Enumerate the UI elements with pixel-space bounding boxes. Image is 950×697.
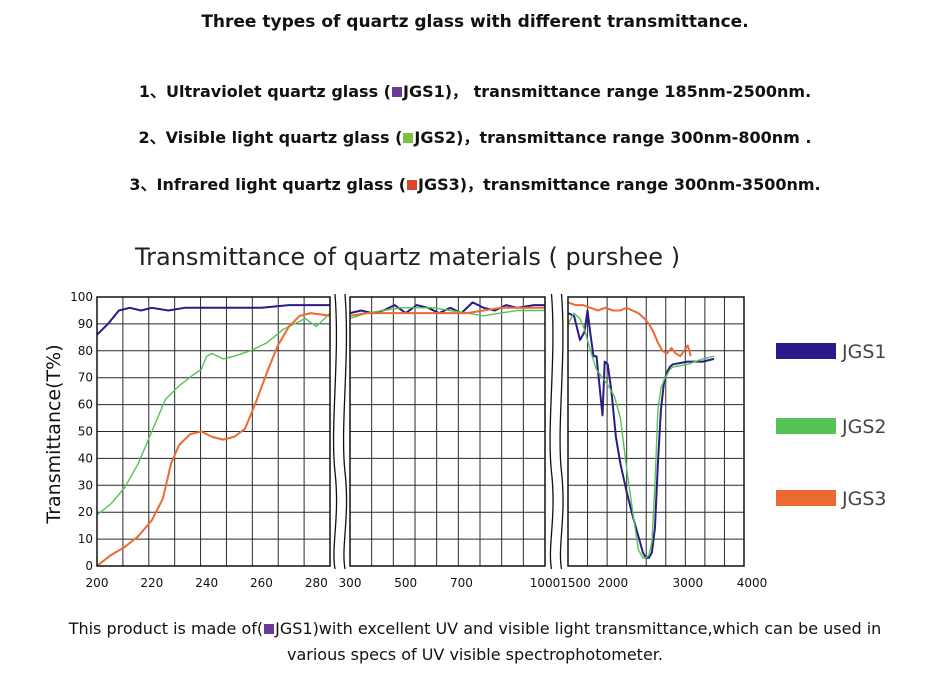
y-tick-label: 30 bbox=[78, 478, 93, 492]
chart-title: Transmittance of quartz materials ( purs… bbox=[134, 243, 680, 271]
legend-item-jgs1: JGS1 bbox=[776, 341, 886, 363]
intro-line-suffix: )， transmittance range 185nm-2500nm. bbox=[444, 82, 812, 101]
x-tick-label: 220 bbox=[140, 576, 163, 590]
y-tick-label: 20 bbox=[78, 505, 93, 519]
footer-line-2: various specs of UV visible spectrophoto… bbox=[287, 645, 663, 664]
series-line-jgs3 bbox=[349, 306, 545, 317]
x-tick-label: 3000 bbox=[673, 576, 704, 590]
axis-break-curve bbox=[342, 293, 348, 570]
panel-frame bbox=[96, 296, 331, 567]
intro-line-code: JGS3 bbox=[418, 175, 460, 194]
y-tick-label: 50 bbox=[78, 425, 93, 439]
color-swatch bbox=[403, 133, 414, 143]
chart-panels: 200 220 240 260 280 300 500 700 1000 1500 2000 3000… bbox=[86, 293, 768, 590]
axis-break-curve bbox=[332, 293, 338, 570]
axis-break-gap bbox=[546, 293, 567, 570]
legend-swatch bbox=[776, 418, 836, 434]
footer-description: This product is made of( JGS1)with excell… bbox=[20, 616, 930, 668]
intro-line-prefix: 1、Ultraviolet quartz glass ( bbox=[138, 82, 391, 101]
intro-line-prefix: 3、Infrared light quartz glass ( bbox=[129, 175, 407, 194]
axis-break-curve bbox=[559, 293, 564, 570]
y-tick-label: 60 bbox=[78, 398, 93, 412]
color-swatch bbox=[264, 624, 275, 634]
chart-panel-2: 300 500 700 1000 bbox=[339, 296, 561, 590]
legend-swatch bbox=[776, 490, 836, 506]
color-swatch bbox=[407, 180, 418, 190]
y-tick-label: 10 bbox=[78, 532, 93, 546]
x-tick-label: 260 bbox=[250, 576, 273, 590]
x-tick-label: 4000 bbox=[737, 576, 768, 590]
x-tick-label: 700 bbox=[450, 576, 473, 590]
intro-line-jgs3: 3、Infrared light quartz glass ( JGS3)，tra… bbox=[0, 171, 950, 195]
series-line-jgs2 bbox=[567, 312, 715, 559]
intro-line-suffix: )，transmittance range 300nm-3500nm. bbox=[459, 175, 821, 194]
footer-code: JGS1 bbox=[275, 619, 313, 638]
y-tick-labels: 0 10 20 30 40 50 60 70 80 90 100 bbox=[70, 290, 93, 573]
legend-item-jgs3: JGS3 bbox=[776, 488, 886, 510]
legend-swatch bbox=[776, 343, 836, 359]
x-tick-label: 1500 bbox=[560, 576, 591, 590]
y-tick-label: 0 bbox=[85, 559, 93, 573]
series-line-jgs3 bbox=[96, 312, 331, 567]
x-tick-label: 300 bbox=[339, 576, 362, 590]
panel-frame bbox=[349, 296, 546, 567]
series-line-jgs1 bbox=[96, 304, 330, 336]
intro-title: Three types of quartz glass with differe… bbox=[201, 12, 749, 32]
series-line-jgs3 bbox=[567, 301, 692, 358]
chart-legend: JGS1 JGS2 JGS3 bbox=[776, 341, 886, 510]
intro-line-jgs2: 2、Visible light quartz glass ( JGS2)，tran… bbox=[0, 124, 950, 148]
legend-label: JGS1 bbox=[841, 341, 886, 363]
y-tick-label: 100 bbox=[70, 290, 93, 304]
x-tick-label: 280 bbox=[305, 576, 328, 590]
intro-line-prefix: 2、Visible light quartz glass ( bbox=[138, 128, 403, 147]
y-tick-label: 40 bbox=[78, 451, 93, 465]
footer-suffix: )with excellent UV and visible light tra… bbox=[312, 619, 882, 638]
footer-prefix: This product is made of( bbox=[68, 619, 264, 638]
axis-break bbox=[331, 293, 349, 570]
intro-line-code: JGS2 bbox=[414, 128, 457, 147]
legend-label: JGS2 bbox=[841, 416, 886, 438]
y-tick-label: 70 bbox=[78, 371, 93, 385]
panel-frame bbox=[567, 296, 745, 567]
x-tick-label: 500 bbox=[394, 576, 417, 590]
x-tick-label: 1000 bbox=[530, 576, 561, 590]
legend-item-jgs2: JGS2 bbox=[776, 416, 886, 438]
x-tick-label: 200 bbox=[86, 576, 109, 590]
chart-panel-3: 1500 2000 3000 4000 bbox=[560, 296, 768, 590]
intro-line-suffix: )，transmittance range 300nm-800nm . bbox=[456, 128, 812, 147]
intro-line-jgs1: 1、Ultraviolet quartz glass ( JGS1)， trans… bbox=[0, 78, 950, 102]
axis-break-curve bbox=[549, 293, 554, 570]
x-tick-label: 240 bbox=[195, 576, 218, 590]
series-line-jgs2 bbox=[96, 312, 331, 516]
legend-label: JGS3 bbox=[841, 488, 886, 510]
intro-line-code: JGS1 bbox=[402, 82, 445, 101]
x-tick-label: 2000 bbox=[598, 576, 629, 590]
series-line-jgs2 bbox=[349, 307, 545, 320]
axis-break bbox=[546, 293, 567, 570]
series-line-jgs1 bbox=[567, 309, 715, 559]
color-swatch bbox=[391, 87, 402, 97]
y-axis-label: Transmittance(T%) bbox=[43, 344, 65, 524]
chart-panel-1: 200 220 240 260 280 bbox=[86, 296, 331, 590]
y-tick-label: 90 bbox=[78, 317, 93, 331]
y-tick-label: 80 bbox=[78, 344, 93, 358]
footer-line-1: This product is made of( JGS1)with excell… bbox=[20, 616, 930, 642]
